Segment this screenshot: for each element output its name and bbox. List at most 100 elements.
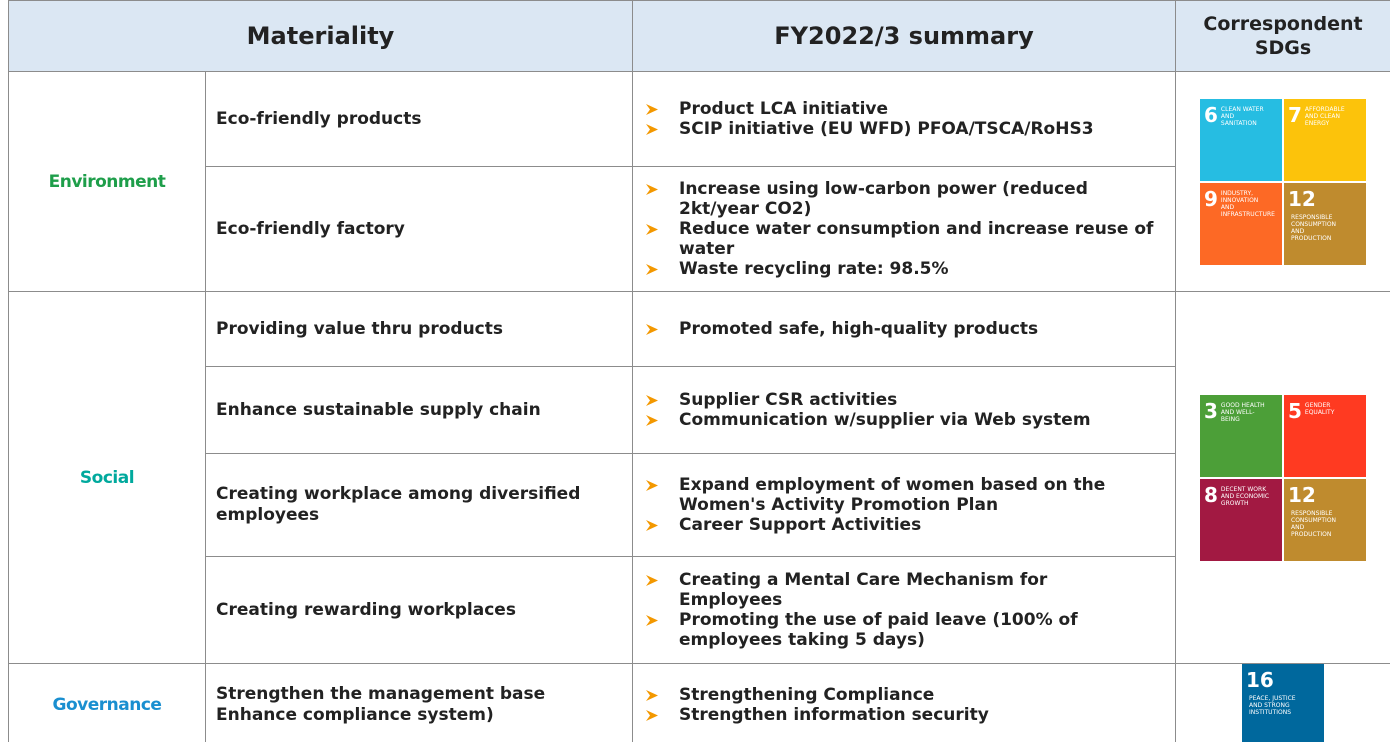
- bullet-text: Communication w/supplier via Web system: [679, 410, 1091, 430]
- sdg-icon: 5 Gender equality: [1284, 394, 1366, 477]
- bullet: Promoting the use of paid leave (100% of…: [645, 610, 1175, 650]
- group-name: Environment: [8, 71, 206, 292]
- sdg-icons: 6 Clean water and sanitation 7 Affordable a…: [1175, 71, 1390, 292]
- sdg-number: 16: [1246, 668, 1274, 692]
- materiality-table: Materiality FY2022/3 summary Corresponde…: [8, 0, 1390, 742]
- summary: Creating a Mental Care Mechanism for Emp…: [632, 556, 1176, 664]
- bullet-text: Promoting the use of paid leave (100% of…: [679, 610, 1078, 650]
- bullet-arrow: [646, 264, 658, 275]
- bullet-arrow: [646, 415, 658, 426]
- summary: Strengthening Compliance Strengthen infor…: [632, 663, 1176, 742]
- bullet-text: Promoted safe, high-quality products: [679, 319, 1039, 339]
- sdg-icon: 3 Good health and well-being: [1200, 394, 1282, 477]
- bullet: Strengthening Compliance: [645, 685, 1175, 705]
- bullet: Waste recycling rate: 98.5%: [645, 259, 1175, 279]
- row: Enhance sustainable supply chain Supplier…: [9, 366, 1391, 454]
- bullet-text: Strengthening Compliance: [679, 685, 935, 705]
- bullet-arrow: [646, 690, 658, 701]
- sdg-number: 5: [1288, 398, 1302, 423]
- bullet-text: Creating a Mental Care Mechanism for Emp…: [679, 570, 1048, 610]
- sdg-grid: 6 Clean water and sanitation 7 Affordable a…: [1200, 98, 1366, 265]
- topic: Creating rewarding workplaces: [205, 556, 633, 664]
- sdg-grid: 3 Good health and well-being 5 Gender equal…: [1200, 394, 1366, 561]
- topic: Eco-friendly products: [205, 71, 633, 167]
- topic: Eco-friendly factory: [205, 166, 633, 292]
- sdg-icon: 12Responsible consumption and production: [1284, 182, 1366, 265]
- bullet-arrow: [646, 395, 658, 406]
- header-cell: Correspondent SDGs: [1175, 0, 1390, 72]
- summary: Increase using low-carbon power (reduced…: [632, 166, 1176, 292]
- bullet-arrow: [646, 615, 658, 626]
- sdg-label: Responsible consumption and production: [1291, 509, 1337, 538]
- sdg-label: Industry, innovation and infrastructure: [1220, 189, 1275, 218]
- bullet-text: Expand employment of women based on the …: [679, 475, 1106, 515]
- bullet-arrow: [646, 710, 658, 721]
- sdg-icons: 16 Peace, justice and strong institutions: [1175, 663, 1390, 742]
- bullet: Strengthen information security: [645, 705, 1175, 725]
- summary: Supplier CSR activities Communication w/s…: [632, 366, 1176, 454]
- sdg-number: 12: [1288, 186, 1316, 211]
- row: Creating rewarding workplaces Creating a …: [9, 556, 1391, 664]
- sdg-number: 7: [1288, 102, 1302, 127]
- sdg-label: Responsible consumption and production: [1291, 213, 1337, 242]
- topic: Strengthen the management base Enhance c…: [205, 663, 633, 742]
- bullet-text: Supplier CSR activities: [679, 390, 898, 410]
- sdg-icon: 7 Affordable and clean energy: [1284, 98, 1366, 181]
- bullet-arrow: [646, 224, 658, 235]
- header-cell: FY2022/3 summary: [632, 0, 1176, 72]
- bullet-text: Strengthen information security: [679, 705, 989, 725]
- bullet: Communication w/supplier via Web system: [645, 410, 1175, 430]
- bullet-arrow: [646, 480, 658, 491]
- sdg-icons: 3 Good health and well-being 5 Gender equal…: [1175, 291, 1390, 664]
- sdg-label: Clean water and sanitation: [1220, 105, 1264, 127]
- bullet-text: Increase using low-carbon power (reduced…: [679, 179, 1088, 219]
- summary: Product LCA initiative SCIP initiative (E…: [632, 71, 1176, 167]
- sdg-icon: 6 Clean water and sanitation: [1200, 98, 1282, 181]
- row: Governance Strengthen the management base…: [8, 663, 1390, 742]
- sdg-label: Good health and well-being: [1220, 401, 1265, 423]
- bullet-text: Reduce water consumption and increase re…: [679, 219, 1154, 259]
- row: Eco-friendly factory Increase using low-c…: [9, 166, 1391, 292]
- sdg-icon: 16 Peace, justice and strong institutions: [1242, 664, 1324, 742]
- summary: Promoted safe, high-quality products: [632, 291, 1176, 367]
- sdg-label: Affordable and clean energy: [1304, 105, 1345, 127]
- bullet-arrow: [646, 575, 658, 586]
- topic: Enhance sustainable supply chain: [205, 366, 633, 454]
- bullet: Supplier CSR activities: [645, 390, 1175, 410]
- bullet: Product LCA initiative: [645, 99, 1175, 119]
- sdg-number: 12: [1288, 482, 1316, 507]
- sdg-number: 3: [1204, 398, 1218, 423]
- page: Materiality FY2022/3 summary Corresponde…: [8, 0, 1390, 742]
- sdg-label: Gender equality: [1304, 401, 1335, 416]
- bullet: SCIP initiative (EU WFD) PFOA/TSCA/RoHS3: [645, 119, 1175, 139]
- bullet: Creating a Mental Care Mechanism for Emp…: [645, 570, 1175, 610]
- bullet-arrow: [646, 184, 658, 195]
- sdg-grid: 16 Peace, justice and strong institutions: [1242, 664, 1324, 742]
- bullet: Increase using low-carbon power (reduced…: [645, 179, 1175, 219]
- bullet-arrow: [646, 124, 658, 135]
- sdg-icon: 9 Industry, innovation and infrastructure: [1200, 182, 1282, 265]
- bullet: Reduce water consumption and increase re…: [645, 219, 1175, 259]
- group-name: Social: [8, 291, 206, 664]
- topic: Creating workplace among diversified emp…: [205, 453, 633, 557]
- header-cell: Materiality: [8, 0, 633, 72]
- row: Creating workplace among diversified emp…: [9, 453, 1391, 557]
- sdg-number: 9: [1204, 186, 1218, 211]
- row: Social Providing value thru products Promo…: [8, 291, 1390, 664]
- topic: Providing value thru products: [205, 291, 633, 367]
- group-name: Governance: [8, 663, 206, 742]
- summary: Expand employment of women based on the …: [632, 453, 1176, 557]
- sdg-icon: 12Responsible consumption and production: [1284, 478, 1366, 561]
- sdg-number: 8: [1204, 482, 1218, 507]
- sdg-number: 6: [1204, 102, 1218, 127]
- bullet-arrow: [646, 104, 658, 115]
- sdg-label: Decent work and economic growth: [1220, 485, 1270, 507]
- bullet-text: Career Support Activities: [679, 515, 922, 535]
- bullet-text: SCIP initiative (EU WFD) PFOA/TSCA/RoHS3: [679, 119, 1094, 139]
- row: Environment Eco-friendly products Product …: [8, 71, 1390, 292]
- sdg-icon: 8 Decent work and economic growth: [1200, 478, 1282, 561]
- bullet-arrow: [646, 324, 658, 335]
- bullet: Career Support Activities: [645, 515, 1175, 535]
- sdg-label: Peace, justice and strong institutions: [1249, 695, 1296, 716]
- bullet-text: Waste recycling rate: 98.5%: [679, 259, 949, 279]
